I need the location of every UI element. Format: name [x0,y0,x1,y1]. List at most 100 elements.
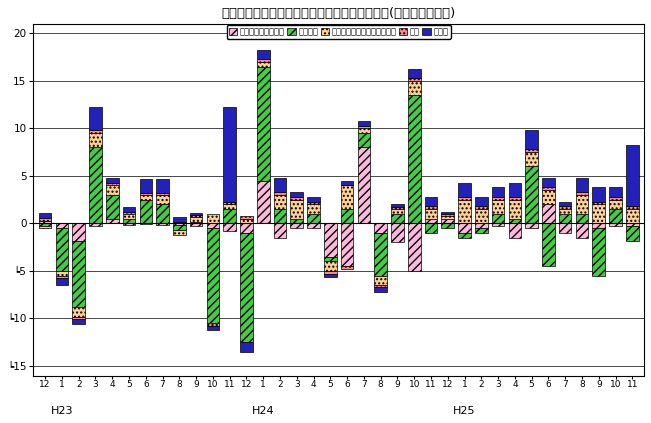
Bar [458,197,471,200]
Legend: 電子部品・デバイス, 輸送機械, はん用・生産用・業務用機械, 化学, その他: 電子部品・デバイス, 輸送機械, はん用・生産用・業務用機械, 化学, その他 [227,25,450,38]
Bar [123,223,135,225]
Bar [391,204,404,207]
Bar [123,219,135,223]
Bar [273,223,286,238]
Bar [290,223,303,228]
Bar [106,195,118,219]
Bar [307,202,320,204]
Bar [542,223,555,266]
Bar [408,223,421,271]
Bar [139,179,152,193]
Bar [39,218,51,221]
Bar [542,190,555,204]
Bar [89,130,102,133]
Bar [307,214,320,223]
Bar [89,223,102,226]
Bar [424,206,437,209]
Bar [72,316,85,319]
Bar [173,217,186,222]
Bar [190,215,202,217]
Bar [357,126,370,129]
Bar [341,185,353,209]
Bar [240,223,253,233]
Bar [106,178,118,183]
Bar [626,209,639,223]
Bar [324,223,337,257]
Bar [240,342,253,352]
Bar [592,228,605,276]
Bar [424,223,437,233]
Bar [55,223,68,228]
Bar [39,221,51,223]
Bar [408,69,421,78]
Bar [72,223,85,241]
Bar [508,183,521,197]
Bar [223,223,236,231]
Bar [324,274,337,277]
Bar [408,78,421,81]
Bar [206,323,219,326]
Bar [123,212,135,214]
Bar [139,223,152,225]
Bar [206,326,219,330]
Bar [257,62,270,67]
Bar [492,197,505,200]
Bar [575,192,589,195]
Bar [357,148,370,223]
Bar [458,223,471,233]
Bar [357,121,370,126]
Bar [223,209,236,223]
Bar [123,207,135,212]
Bar [173,225,186,230]
Bar [290,219,303,223]
Bar [156,195,169,204]
Bar [106,183,118,185]
Bar [223,202,236,204]
Bar [139,195,152,200]
Bar [592,187,605,202]
Bar [240,233,253,342]
Bar [190,223,202,226]
Bar [424,219,437,223]
Bar [341,223,353,266]
Bar [374,287,387,292]
Bar [156,204,169,223]
Bar [273,192,286,195]
Bar [626,226,639,241]
Bar [223,107,236,202]
Bar [408,95,421,223]
Bar [156,179,169,193]
Bar [458,233,471,238]
Bar [391,207,404,209]
Bar [475,206,488,209]
Bar [374,276,387,285]
Bar [441,216,454,219]
Bar [525,152,538,166]
Bar [139,193,152,195]
Bar [575,223,589,238]
Bar [307,197,320,202]
Bar [324,261,337,271]
Bar [39,213,51,218]
Bar [626,206,639,209]
Bar [458,183,471,197]
Bar [123,214,135,219]
Bar [324,257,337,261]
Bar [173,223,186,225]
Bar [609,187,622,197]
Bar [374,233,387,276]
Bar [89,107,102,130]
Bar [542,178,555,187]
Bar [441,212,454,214]
Bar [173,222,186,223]
Bar [559,202,572,206]
Bar [441,223,454,228]
Bar [357,133,370,148]
Bar [492,214,505,223]
Bar [475,228,488,233]
Bar [156,193,169,195]
Bar [609,209,622,223]
Title: 三重県鉱工業生産の業種別前月比寄与度の推移(季節調整済指数): 三重県鉱工業生産の業種別前月比寄与度の推移(季節調整済指数) [221,7,456,20]
Bar [525,166,538,223]
Bar [559,223,572,233]
